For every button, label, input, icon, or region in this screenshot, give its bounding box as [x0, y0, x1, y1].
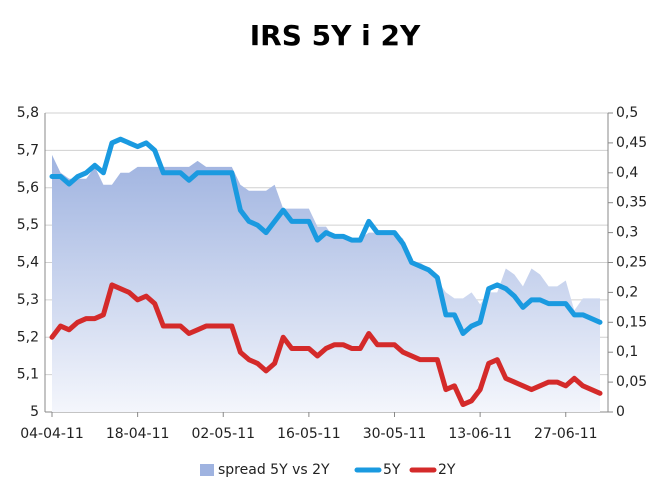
y2-tick-label: 0,15	[616, 314, 647, 330]
y-tick-label: 5,8	[17, 105, 39, 121]
y2-tick-label: 0,35	[616, 195, 647, 211]
y-tick-label: 5,5	[17, 217, 39, 233]
line	[49, 136, 603, 337]
y2-tick-label: 0,5	[616, 105, 638, 121]
y2-tick-label: 0,2	[616, 284, 638, 300]
y-tick-label: 5,3	[17, 292, 39, 308]
y2-tick-label: 0,3	[616, 225, 638, 241]
y2-tick-label: 0,1	[616, 344, 638, 360]
y2-tick-label: 0,4	[616, 165, 638, 181]
y-tick-label: 5,4	[17, 255, 39, 271]
x-tick-label: 13-06-11	[448, 426, 512, 442]
line	[49, 282, 603, 408]
x-tick-label: 27-06-11	[534, 426, 598, 442]
y-tick-label: 5,6	[17, 180, 39, 196]
x-tick-label: 04-04-11	[20, 426, 84, 442]
x-tick-label: 18-04-11	[106, 426, 170, 442]
legend-swatch	[200, 464, 214, 476]
x-tick-label: 16-05-11	[277, 426, 341, 442]
y2-tick-label: 0,05	[616, 374, 647, 390]
y-tick-label: 5,1	[17, 367, 39, 383]
y-tick-label: 5,7	[17, 142, 39, 158]
y-tick-label: 5,2	[17, 329, 39, 345]
y2-tick-label: 0	[616, 404, 625, 420]
x-tick-label: 02-05-11	[191, 426, 255, 442]
y-tick-label: 5	[30, 404, 39, 420]
y2-tick-label: 0,25	[616, 255, 647, 271]
area	[52, 154, 600, 413]
legend-label: spread 5Y vs 2Y	[218, 462, 330, 478]
legend-label: 5Y	[383, 462, 401, 478]
x-tick-label: 30-05-11	[363, 426, 427, 442]
y2-tick-label: 0,45	[616, 135, 647, 151]
legend-label: 2Y	[438, 462, 456, 478]
chart-title: IRS 5Y i 2Y	[250, 19, 421, 52]
